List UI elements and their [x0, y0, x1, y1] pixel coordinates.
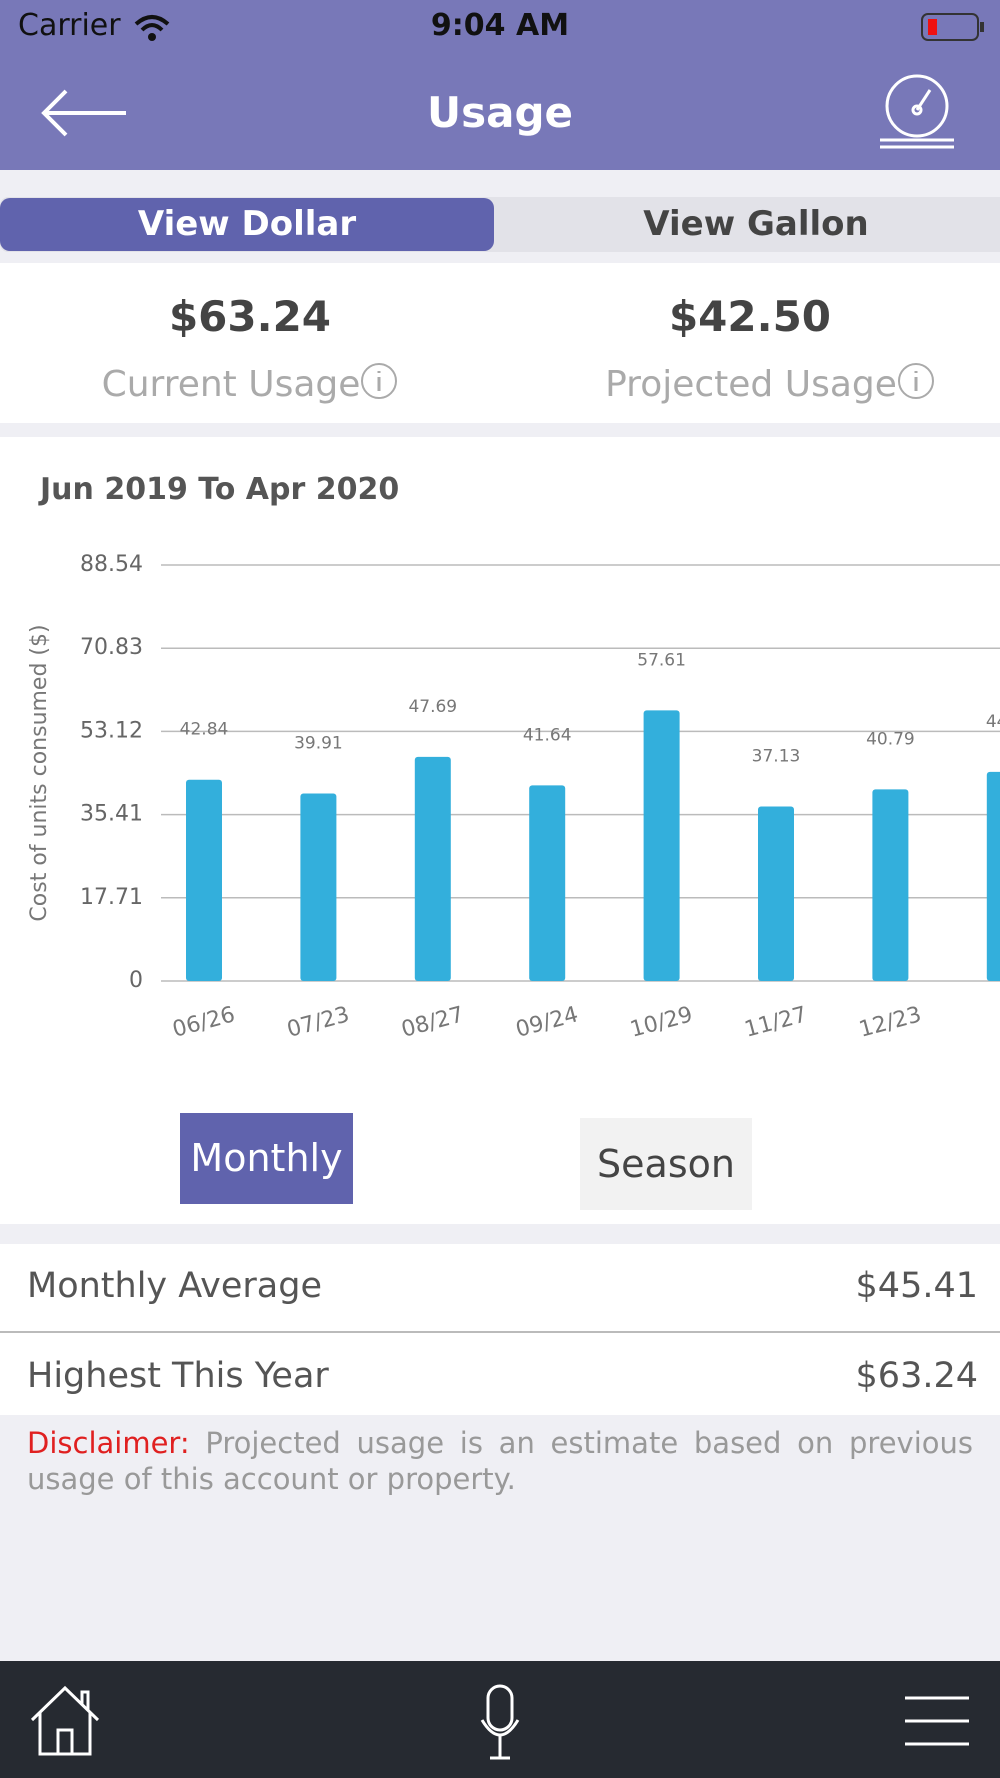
y-tick-label: 88.54 — [80, 552, 143, 577]
stat-label: Monthly Average — [27, 1266, 322, 1306]
info-icon[interactable] — [897, 362, 935, 400]
tab[interactable]: View Gallon — [643, 204, 869, 244]
chart-title: Jun 2019 To Apr 2020 — [40, 472, 400, 507]
back-button[interactable] — [40, 88, 130, 138]
summary-label-text: Current Usage — [101, 364, 361, 405]
bar — [186, 779, 222, 981]
value-label: 42.84 — [180, 720, 229, 740]
stat-value: $45.41 — [855, 1266, 978, 1306]
x-tick-label: 11/27 — [742, 1002, 810, 1043]
y-tick-label: 35.41 — [80, 802, 143, 827]
bar — [529, 785, 566, 981]
carrier: Carrier — [18, 8, 121, 43]
bar — [300, 793, 337, 981]
home-button[interactable] — [28, 1684, 102, 1758]
summary-label[interactable]: Projected Usage — [520, 362, 1000, 405]
y-axis-label: Cost of units consumed ($) — [27, 624, 52, 921]
x-tick-label: 10/29 — [628, 1002, 696, 1043]
stat-label: Highest This Year — [27, 1356, 329, 1396]
stats-card — [0, 1244, 1000, 1415]
value-label: 39.91 — [294, 733, 343, 753]
x-tick-label: 08/27 — [399, 1002, 467, 1043]
bar — [872, 789, 909, 981]
x-tick-label: 12/23 — [856, 1002, 924, 1043]
bar — [758, 806, 794, 981]
value-label: 47.69 — [408, 697, 457, 717]
page-title: Usage — [427, 88, 573, 137]
value-label: 44.5 — [986, 712, 1000, 732]
mic-button[interactable] — [478, 1684, 522, 1760]
summary-label-text: Projected Usage — [605, 364, 897, 405]
y-tick-label: 53.12 — [80, 718, 143, 743]
value-label: 57.61 — [637, 650, 686, 670]
top-bar — [0, 0, 1000, 170]
chart-card — [0, 437, 1000, 1224]
y-tick-label: 0 — [129, 968, 143, 993]
summary-amount: $63.24 — [168, 292, 332, 341]
disclaimer-text: Projected usage is an estimate based on … — [27, 1426, 973, 1496]
summary-label[interactable]: Current Usage — [0, 362, 500, 405]
value-label: 41.64 — [523, 725, 572, 745]
bar — [414, 756, 451, 981]
divider — [0, 1331, 1000, 1333]
summary-card — [0, 263, 1000, 423]
x-tick-label: 09/24 — [513, 1002, 581, 1043]
meter-button[interactable] — [878, 74, 956, 150]
battery-icon — [921, 13, 984, 41]
x-tick-label: 06/26 — [170, 1002, 238, 1043]
time: 9:04 AM — [430, 8, 570, 43]
menu-button[interactable] — [905, 1695, 969, 1747]
y-tick-label: 17.71 — [80, 885, 143, 910]
bar — [643, 710, 680, 981]
chart: Cost of units consumed ($) 0 17.71 35.41 53.… — [27, 552, 1000, 1043]
value-label: 37.13 — [752, 747, 801, 767]
info-icon[interactable] — [360, 362, 398, 400]
season-button[interactable]: Season — [580, 1118, 752, 1210]
disclaimer: Disclaimer: Projected usage is an estima… — [27, 1425, 973, 1497]
monthly-button[interactable]: Monthly — [180, 1113, 353, 1204]
summary-amount: $42.50 — [668, 292, 832, 341]
value-label: 40.79 — [866, 729, 915, 749]
stat-value: $63.24 — [855, 1356, 978, 1396]
bar — [986, 771, 1000, 981]
x-tick-label: 07/23 — [284, 1002, 352, 1043]
wifi-icon — [134, 15, 170, 41]
y-tick-label: 70.83 — [80, 635, 143, 660]
disclaimer-label: Disclaimer: — [27, 1426, 190, 1460]
tab-active[interactable]: View Dollar — [0, 198, 494, 251]
